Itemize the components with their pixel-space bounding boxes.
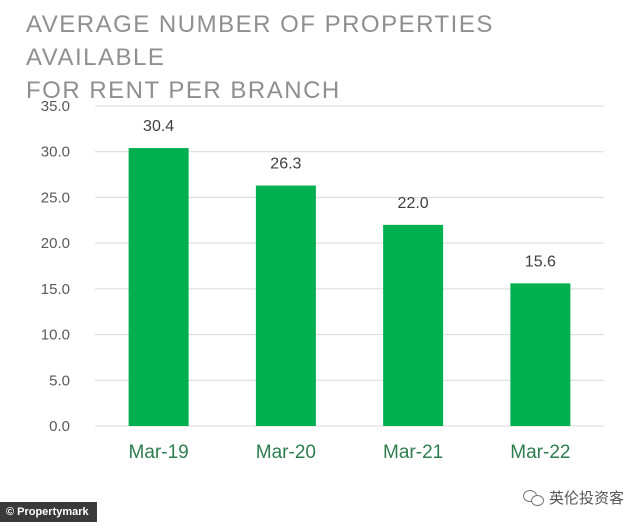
x-tick-label: Mar-21 (383, 442, 443, 463)
bar (128, 148, 189, 427)
wechat-icon (522, 489, 545, 507)
y-tick-label: 0.0 (49, 418, 70, 435)
y-tick-label: 35.0 (41, 98, 70, 115)
bar (383, 224, 444, 426)
bar (255, 185, 316, 426)
watermark: 英伦投资客 (522, 487, 624, 508)
x-tick-label: Mar-19 (129, 442, 189, 463)
y-tick-label: 20.0 (41, 235, 70, 252)
y-tick-label: 30.0 (41, 144, 70, 161)
credit-text: Propertymark (17, 506, 89, 518)
y-tick-label: 10.0 (41, 327, 70, 344)
copyright-icon: © (6, 506, 15, 518)
data-label: 22.0 (398, 195, 429, 212)
watermark-text: 英伦投资客 (548, 490, 624, 507)
y-tick-label: 15.0 (41, 281, 70, 298)
y-tick-label: 25.0 (41, 189, 70, 206)
chart-title-line-2: FOR RENT PER BRANCH (26, 77, 341, 104)
bar (510, 283, 571, 426)
data-label: 26.3 (270, 156, 301, 173)
chart-title: AVERAGE NUMBER OF PROPERTIES AVAILABLE F… (26, 8, 616, 107)
data-label: 30.4 (143, 118, 174, 135)
x-tick-label: Mar-20 (256, 442, 316, 463)
y-tick-label: 5.0 (49, 372, 70, 389)
chart-title-line-1: AVERAGE NUMBER OF PROPERTIES AVAILABLE (26, 11, 494, 71)
credit-badge: © Propertymark (0, 502, 97, 522)
x-tick-label: Mar-22 (510, 442, 570, 463)
data-label: 15.6 (525, 253, 556, 270)
